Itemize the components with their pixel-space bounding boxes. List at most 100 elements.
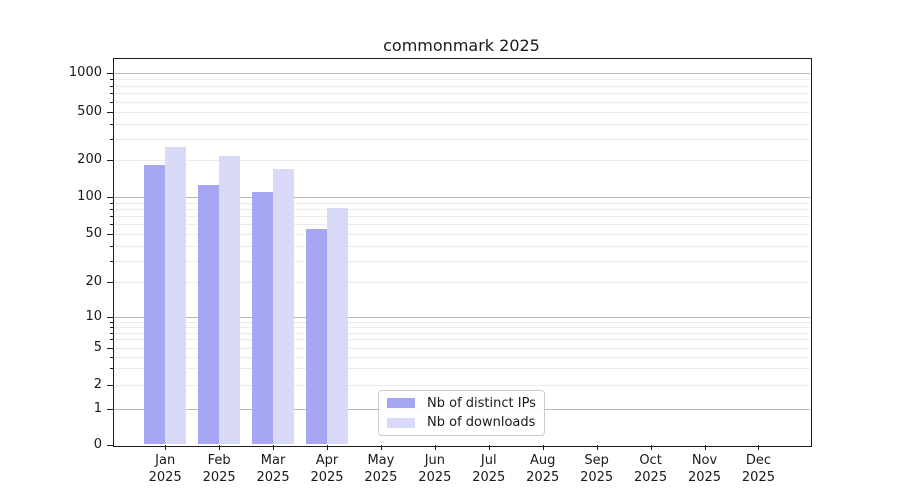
y-axis-minor-tick [109, 85, 113, 87]
month-label: Feb [207, 452, 231, 468]
y-axis-tick [106, 197, 113, 198]
y-axis-minor-tick [109, 101, 113, 103]
gridline-minor [113, 78, 810, 80]
y-axis-tick [106, 112, 113, 113]
month-label: Dec [745, 452, 771, 468]
y-axis-tick [106, 385, 113, 386]
chart-title: commonmark 2025 [383, 36, 540, 55]
bar-nb-of-downloads-jan [165, 147, 187, 445]
y-axis-minor-tick [109, 202, 113, 204]
bar-nb-of-distinct-ips-jan [143, 165, 166, 445]
y-axis-minor-tick [109, 339, 113, 341]
gridline-minor [113, 321, 810, 323]
year-label: 2025 [202, 469, 236, 485]
month-label: Mar [260, 452, 286, 468]
x-axis-tick [219, 444, 221, 450]
x-axis-tick-label: Nov 2025 [677, 452, 733, 486]
legend-item-downloads: Nb of downloads [379, 415, 544, 430]
x-axis-tick [165, 444, 167, 450]
bar-nb-of-downloads-feb [219, 156, 241, 445]
x-axis-tick-label: Oct 2025 [623, 452, 679, 486]
month-label: May [367, 452, 395, 468]
bar-nb-of-distinct-ips-feb [197, 185, 220, 445]
y-axis-tick-label: 20 [85, 274, 102, 289]
y-axis-tick [106, 444, 113, 446]
y-axis-tick-label: 2 [93, 377, 102, 392]
y-axis-tick-label: 10 [85, 309, 102, 324]
x-axis-tick [273, 444, 275, 450]
gridline-minor [113, 282, 810, 283]
y-axis-minor-tick [109, 216, 113, 218]
x-axis-tick-label: Sep 2025 [569, 452, 625, 486]
month-label: Jul [480, 452, 497, 468]
gridline-minor [113, 123, 810, 125]
y-axis-tick-label: 5 [93, 339, 102, 355]
month-label: Oct [639, 452, 662, 468]
gridline-minor [113, 347, 810, 349]
gridline-minor [113, 101, 810, 103]
x-axis-tick [758, 444, 760, 450]
gridline-minor [113, 208, 810, 210]
gridline-minor [113, 385, 810, 386]
year-label: 2025 [310, 469, 344, 485]
x-axis-tick [596, 444, 598, 450]
x-axis-tick-label: Aug 2025 [515, 452, 571, 486]
x-axis-tick-label: Jan 2025 [137, 452, 193, 486]
gridline-minor [113, 202, 810, 204]
year-label: 2025 [741, 469, 775, 485]
gridline-major [113, 73, 810, 74]
legend-swatch-distinct-ips [387, 398, 415, 409]
x-axis-tick-label: Mar 2025 [245, 452, 301, 486]
year-label: 2025 [256, 469, 290, 485]
year-label: 2025 [580, 469, 614, 485]
x-axis-tick [488, 444, 490, 450]
legend: Nb of distinct IPs Nb of downloads [378, 390, 545, 436]
x-axis-tick-label: Apr 2025 [299, 452, 355, 486]
gridline-minor [113, 216, 810, 218]
gridline-minor [113, 138, 810, 140]
gridline-minor [113, 260, 810, 262]
month-label: Jun [424, 452, 445, 468]
year-label: 2025 [364, 469, 398, 485]
x-axis-tick [326, 444, 328, 450]
y-axis-minor-tick [109, 123, 113, 125]
x-axis-tick [380, 444, 382, 450]
gridline-minor [113, 368, 810, 370]
gridline-minor [113, 160, 810, 161]
legend-label-distinct-ips: Nb of distinct IPs [427, 395, 536, 411]
month-label: Aug [530, 452, 556, 468]
month-label: Jan [155, 452, 176, 468]
y-axis-tick [106, 347, 113, 349]
x-axis-tick-label: Feb 2025 [191, 452, 247, 486]
gridline-minor [113, 85, 810, 87]
y-axis-minor-tick [109, 368, 113, 370]
y-axis-tick [106, 234, 113, 235]
gridline-minor [113, 356, 810, 358]
y-axis-minor-tick [109, 260, 113, 262]
year-label: 2025 [148, 469, 182, 485]
gridline-minor [113, 339, 810, 341]
y-axis-tick [106, 160, 113, 161]
gridline-minor [113, 224, 810, 226]
y-axis-tick [106, 317, 113, 318]
x-axis-tick [704, 444, 706, 450]
y-axis-tick-label: 0 [93, 436, 102, 452]
legend-swatch-downloads [387, 417, 415, 428]
gridline-major [113, 197, 810, 198]
y-axis-tick-label: 200 [77, 152, 102, 167]
bar-nb-of-distinct-ips-mar [251, 191, 274, 445]
y-axis-minor-tick [109, 326, 113, 328]
y-axis-tick-label: 1000 [68, 65, 102, 80]
y-axis-minor-tick [109, 208, 113, 210]
x-axis-tick [650, 444, 652, 450]
year-label: 2025 [526, 469, 560, 485]
x-axis-tick-label: Dec 2025 [730, 452, 786, 486]
year-label: 2025 [687, 469, 722, 485]
month-label: Apr [315, 452, 339, 468]
bar-nb-of-downloads-mar [273, 168, 295, 445]
y-axis-minor-tick [109, 321, 113, 323]
year-label: 2025 [634, 469, 668, 485]
month-label: Sep [584, 452, 609, 468]
gridline-minor [113, 112, 810, 113]
